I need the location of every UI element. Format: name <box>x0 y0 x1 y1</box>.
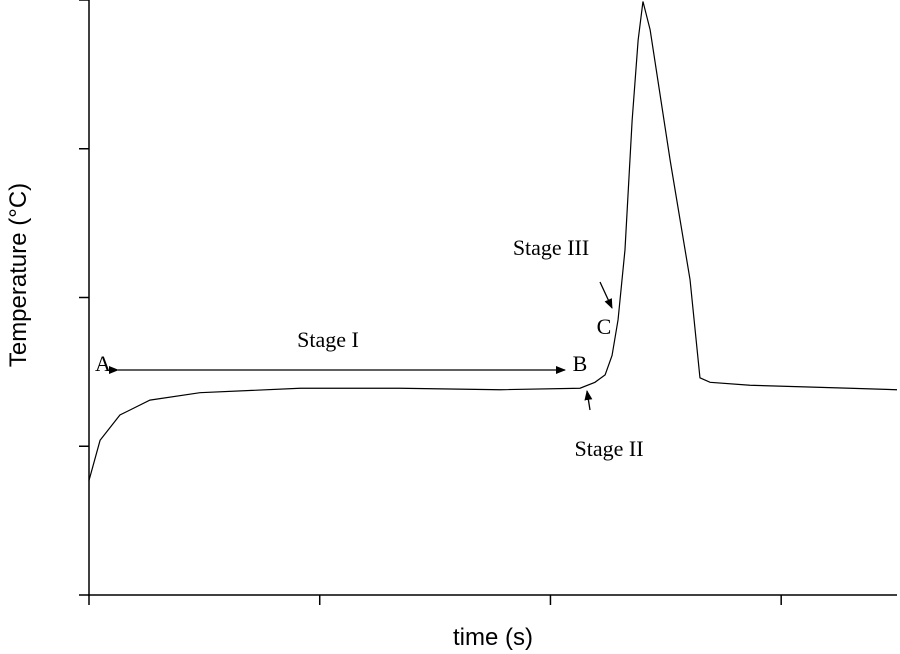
annotation: Stage I <box>297 327 359 352</box>
temperature-line <box>88 1 898 481</box>
stage-ii-arrow <box>584 390 593 411</box>
annotation: Stage III <box>513 235 589 260</box>
x-axis-label: time (s) <box>453 624 533 651</box>
stage-iii-arrow <box>599 281 613 309</box>
annotation: B <box>573 351 588 376</box>
annotation: C <box>597 314 612 339</box>
annotation: A <box>95 351 111 376</box>
annotation: Stage II <box>574 436 643 461</box>
y-axis-label: Temperature (°C) <box>5 183 32 367</box>
